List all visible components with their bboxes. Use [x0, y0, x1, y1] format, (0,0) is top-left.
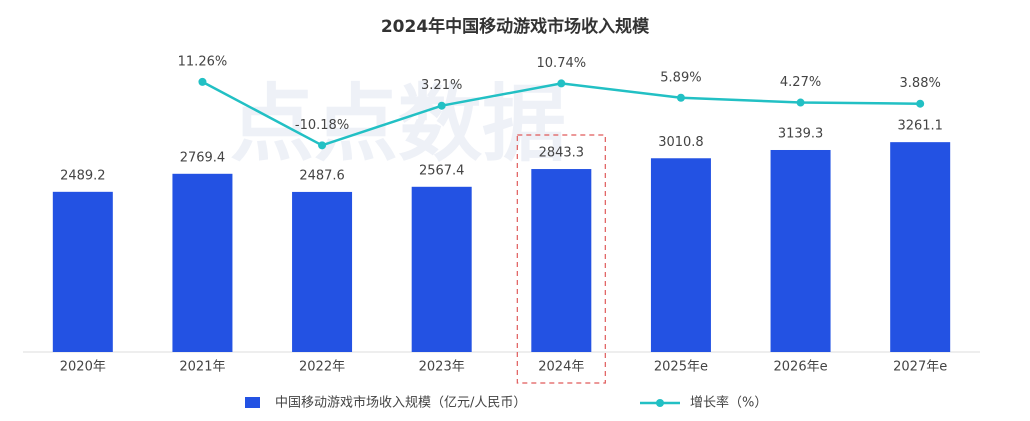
line-label: 4.27%: [780, 75, 821, 90]
bar: [411, 186, 472, 352]
legend-swatch: [245, 397, 260, 408]
bar-label: 2769.4: [180, 150, 226, 165]
line-point: [796, 98, 805, 107]
line-point: [318, 141, 327, 150]
chart-title: 2024年中国移动游戏市场收入规模: [381, 16, 650, 37]
x-tick-label: 2027年e: [893, 360, 947, 375]
bar-label: 3010.8: [658, 135, 704, 150]
bar-label: 3261.1: [897, 119, 943, 134]
bar: [172, 173, 233, 352]
highlight-box: [516, 134, 606, 384]
watermark: 点点数据: [230, 75, 566, 173]
bar-label: 2487.6: [299, 168, 345, 183]
line-point: [676, 93, 685, 102]
bar: [770, 149, 831, 352]
legend-label: 中国移动游戏市场收入规模（亿元/人民币）: [275, 395, 526, 411]
line-label: 5.89%: [660, 70, 701, 85]
legend-swatch: [656, 399, 664, 407]
bar: [650, 158, 711, 352]
line-point: [557, 79, 566, 88]
x-tick-label: 2025年e: [654, 360, 708, 375]
bar-label: 3139.3: [778, 126, 824, 141]
bar: [292, 191, 353, 352]
x-tick-label: 2023年: [419, 360, 465, 375]
x-tick-label: 2024年: [538, 360, 584, 375]
line-label: 3.88%: [900, 76, 941, 91]
bar-label: 2567.4: [419, 163, 465, 178]
line-point: [437, 101, 446, 110]
x-tick-label: 2026年e: [774, 360, 828, 375]
line-label: 11.26%: [178, 54, 228, 69]
line-point: [916, 99, 925, 108]
x-tick-label: 2021年: [179, 360, 225, 375]
line-label: 10.74%: [537, 56, 587, 71]
x-tick-label: 2022年: [299, 360, 345, 375]
legend-label: 增长率（%）: [690, 395, 767, 411]
x-tick-label: 2020年: [60, 360, 106, 375]
bar: [52, 191, 113, 352]
bar-label: 2489.2: [60, 168, 106, 183]
bar-label: 2843.3: [539, 146, 585, 161]
line-point: [198, 77, 207, 86]
bar: [890, 142, 951, 352]
bar: [531, 169, 592, 352]
line-label: -10.18%: [295, 118, 349, 133]
line-label: 3.21%: [421, 78, 462, 93]
